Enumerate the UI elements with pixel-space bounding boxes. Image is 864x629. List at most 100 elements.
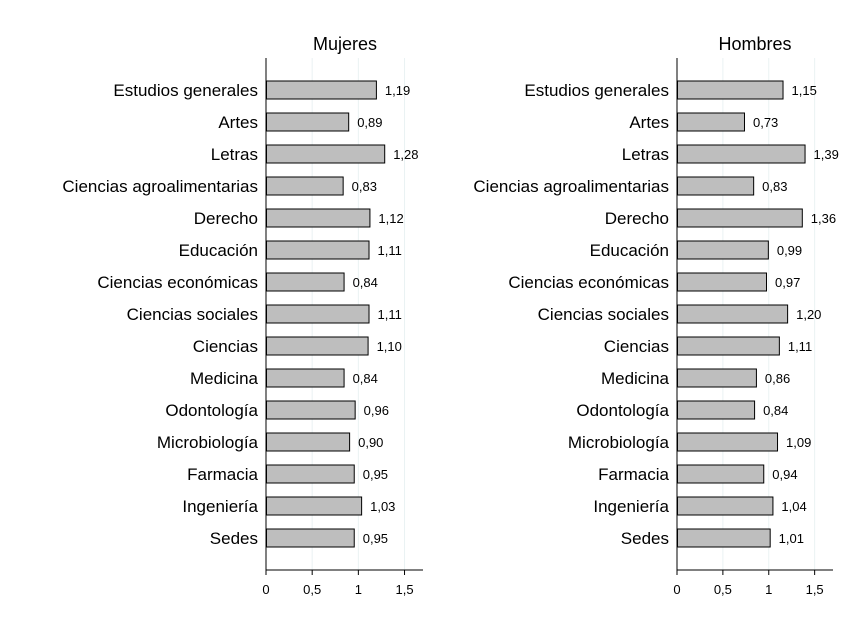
bar (266, 208, 371, 228)
bar (677, 144, 806, 164)
value-label: 0,83 (762, 179, 787, 194)
category-label: Sedes (621, 529, 669, 548)
category-label: Educación (179, 241, 258, 260)
category-label: Sedes (210, 529, 258, 548)
value-label: 1,03 (370, 499, 395, 514)
value-label: 0,95 (363, 531, 388, 546)
bar (266, 176, 344, 196)
value-label: 1,20 (796, 307, 821, 322)
category-label: Artes (629, 113, 669, 132)
value-label: 0,99 (777, 243, 802, 258)
category-label: Ciencias agroalimentarias (473, 177, 669, 196)
bar (677, 400, 756, 420)
bar (266, 432, 351, 452)
bar (677, 80, 784, 100)
bar (677, 432, 779, 452)
category-label: Educación (590, 241, 669, 260)
bar (677, 176, 755, 196)
value-label: 1,11 (788, 339, 812, 354)
value-label: 1,36 (811, 211, 836, 226)
bar (677, 464, 765, 484)
x-tick-label: 0,5 (303, 582, 321, 597)
category-label: Ingeniería (182, 497, 258, 516)
category-label: Ciencias (193, 337, 258, 356)
category-label: Derecho (194, 209, 258, 228)
bar (266, 80, 377, 100)
value-label: 1,12 (378, 211, 403, 226)
panel-title: Hombres (718, 34, 791, 54)
value-label: 1,09 (786, 435, 811, 450)
bar (266, 400, 356, 420)
value-label: 1,10 (377, 339, 402, 354)
category-label: Ciencias sociales (127, 305, 258, 324)
value-label: 0,94 (772, 467, 797, 482)
bar (677, 496, 774, 516)
value-label: 1,04 (781, 499, 806, 514)
category-label: Ciencias agroalimentarias (62, 177, 258, 196)
bar (677, 304, 789, 324)
value-label: 0,95 (363, 467, 388, 482)
x-tick-label: 0 (673, 582, 680, 597)
bar (677, 240, 769, 260)
category-label: Letras (622, 145, 669, 164)
category-label: Medicina (190, 369, 259, 388)
category-label: Medicina (601, 369, 670, 388)
bar (266, 336, 369, 356)
chart-panel-1: Hombres 1,15 Estudios generales 0,73 Artes 1,… (473, 34, 838, 597)
category-label: Ciencias económicas (97, 273, 258, 292)
value-label: 1,39 (814, 147, 839, 162)
category-label: Letras (211, 145, 258, 164)
bar (677, 208, 803, 228)
value-label: 0,84 (763, 403, 788, 418)
x-tick-label: 1,5 (395, 582, 413, 597)
value-label: 1,19 (385, 83, 410, 98)
value-label: 0,97 (775, 275, 800, 290)
category-label: Estudios generales (524, 81, 669, 100)
bar (677, 528, 771, 548)
value-label: 0,86 (765, 371, 790, 386)
x-tick-label: 1 (355, 582, 362, 597)
bar (266, 496, 363, 516)
bar (266, 368, 345, 388)
bar (677, 336, 780, 356)
category-label: Estudios generales (113, 81, 258, 100)
category-label: Derecho (605, 209, 669, 228)
category-label: Ciencias (604, 337, 669, 356)
bar (677, 272, 768, 292)
value-label: 1,15 (792, 83, 817, 98)
bar (677, 112, 745, 132)
chart-panel-0: Mujeres 1,19 Estudios generales 0,89 Artes 1,… (62, 34, 423, 597)
value-label: 0,90 (358, 435, 383, 450)
value-label: 0,73 (753, 115, 778, 130)
value-label: 1,11 (378, 307, 402, 322)
category-label: Microbiología (568, 433, 670, 452)
category-label: Farmacia (187, 465, 258, 484)
value-label: 1,01 (779, 531, 804, 546)
bar (266, 304, 370, 324)
category-label: Artes (218, 113, 258, 132)
value-label: 0,84 (353, 275, 378, 290)
category-label: Microbiología (157, 433, 259, 452)
value-label: 0,83 (352, 179, 377, 194)
x-tick-label: 1,5 (806, 582, 824, 597)
bar (266, 528, 355, 548)
x-tick-label: 0 (262, 582, 269, 597)
value-label: 0,84 (353, 371, 378, 386)
bar (266, 144, 386, 164)
category-label: Odontología (576, 401, 669, 420)
category-label: Ciencias sociales (538, 305, 669, 324)
value-label: 1,28 (393, 147, 418, 162)
bar (266, 272, 345, 292)
panel-title: Mujeres (313, 34, 377, 54)
value-label: 0,89 (357, 115, 382, 130)
value-label: 1,11 (378, 243, 402, 258)
x-tick-label: 1 (765, 582, 772, 597)
bar (266, 464, 355, 484)
category-label: Ingeniería (593, 497, 669, 516)
category-label: Odontología (165, 401, 258, 420)
value-label: 0,96 (364, 403, 389, 418)
bar (266, 240, 370, 260)
bar (266, 112, 350, 132)
category-label: Ciencias económicas (508, 273, 669, 292)
